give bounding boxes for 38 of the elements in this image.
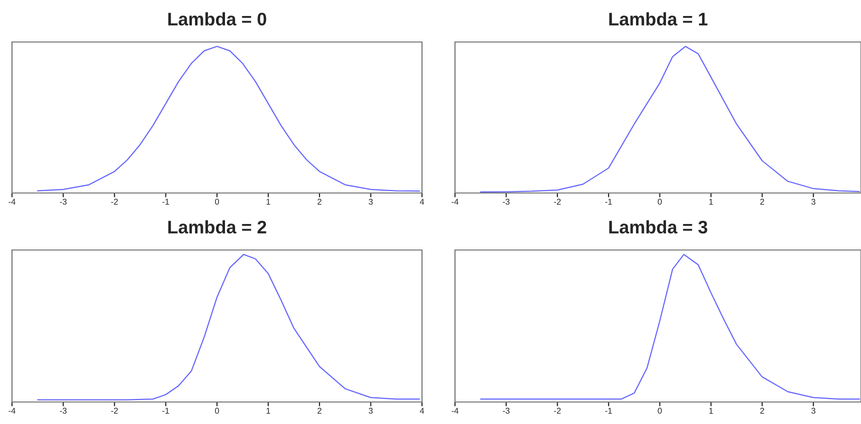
x-tick-label: 2 xyxy=(760,198,764,205)
x-tick-label: -2 xyxy=(111,198,118,205)
chart-title: Lambda = 3 xyxy=(609,220,708,234)
chart-title: Lambda = 1 xyxy=(609,12,708,26)
x-tick-label: -1 xyxy=(162,408,170,414)
x-tick-label: -3 xyxy=(60,198,67,205)
x-tick-label: 0 xyxy=(658,408,662,414)
chart-title: Lambda = 0 xyxy=(168,12,266,26)
x-tick-label: 1 xyxy=(266,198,270,205)
x-tick-label: -4 xyxy=(452,198,458,205)
x-tick-label: -2 xyxy=(554,198,561,205)
x-tick-label: -1 xyxy=(162,198,170,205)
x-tick-label: 4 xyxy=(420,198,424,205)
x-tick-label: 1 xyxy=(709,408,713,414)
x-tick-label: -3 xyxy=(502,198,510,205)
x-tick-label: -2 xyxy=(111,408,118,414)
x-tick-label: -1 xyxy=(605,408,612,414)
x-tick-label: 0 xyxy=(215,408,219,414)
x-tick-label: 0 xyxy=(658,198,662,205)
x-tick-label: 3 xyxy=(811,198,816,205)
x-tick-label: 4 xyxy=(420,408,424,414)
x-tick-label: -4 xyxy=(8,408,16,414)
x-tick-label: 1 xyxy=(709,198,713,205)
x-tick-label: -4 xyxy=(452,408,458,414)
x-tick-label: 1 xyxy=(266,408,270,414)
x-tick-label: -4 xyxy=(8,198,16,205)
chart-title: Lambda = 2 xyxy=(168,220,266,234)
x-tick-label: 3 xyxy=(368,408,373,414)
x-tick-label: 2 xyxy=(760,408,764,414)
x-tick-label: 2 xyxy=(318,198,322,205)
x-tick-label: -2 xyxy=(554,408,561,414)
x-tick-label: 2 xyxy=(318,408,322,414)
x-tick-label: 3 xyxy=(368,198,373,205)
x-tick-label: -3 xyxy=(60,408,67,414)
x-tick-label: -3 xyxy=(502,408,510,414)
x-tick-label: 3 xyxy=(811,408,816,414)
x-tick-label: 0 xyxy=(215,198,219,205)
x-tick-label: -1 xyxy=(605,198,612,205)
